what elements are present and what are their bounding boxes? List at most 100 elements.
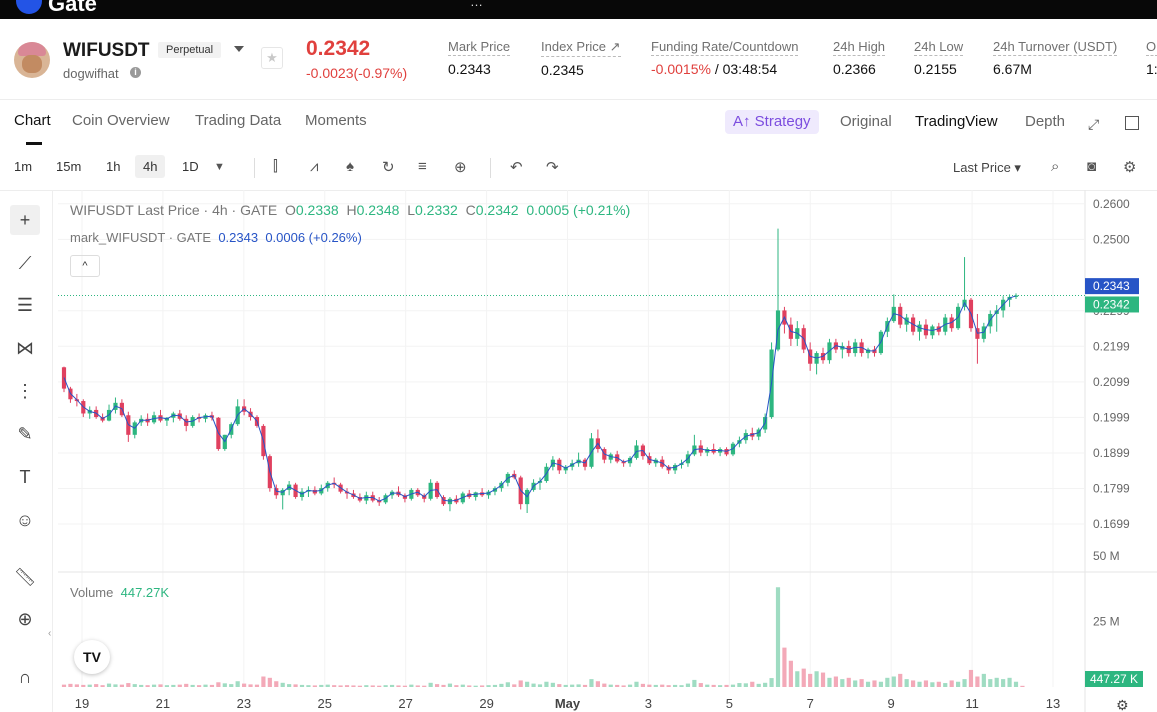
horizontal-lines-icon[interactable]: ☰ (16, 295, 34, 315)
stat-label[interactable]: 24h High (833, 39, 886, 56)
fib-icon[interactable]: ⋮ (16, 381, 34, 401)
camera-icon[interactable]: ◙ (1087, 158, 1097, 175)
undo-icon[interactable]: ↶ (510, 159, 523, 176)
volume-bar (505, 682, 510, 687)
volume-bar (782, 647, 787, 687)
tab-trading-data[interactable]: Trading Data (195, 112, 282, 129)
indicators-icon[interactable]: ⩘ (310, 158, 319, 175)
volume-bar (377, 685, 382, 687)
add-icon[interactable]: ⊕ (454, 159, 467, 176)
volume-bar (158, 684, 163, 687)
stat-value: 1: (1146, 61, 1157, 77)
symbol-name[interactable]: WIFUSDT (63, 40, 150, 61)
stat-label[interactable]: O (1146, 39, 1157, 56)
volume-bar (666, 685, 671, 687)
volume-bar (113, 684, 118, 687)
view-depth[interactable]: Depth (1025, 113, 1066, 130)
emoji-icon[interactable]: ☺ (15, 510, 35, 530)
timeframe-15m[interactable]: 15m (56, 159, 82, 174)
strategy-button[interactable]: A↑ Strategy (725, 110, 819, 134)
funding-rate-value: -0.0015% (651, 61, 711, 77)
volume-bar (801, 668, 806, 687)
volume-bar (434, 684, 440, 687)
timeframe-1h[interactable]: 1h (106, 159, 121, 174)
y-tick-label: 0.2600 (1093, 197, 1130, 211)
volume-bar (306, 685, 311, 687)
crosshair-icon[interactable]: + (10, 205, 40, 235)
price-source-select[interactable]: Last Price ▾ (953, 160, 1021, 175)
stat-label[interactable]: Index Price ↗ (541, 39, 621, 57)
stat-label[interactable]: Mark Price (448, 39, 511, 56)
alert-icon[interactable]: ♠ (346, 158, 354, 175)
coin-avatar (14, 42, 50, 78)
top-nav-links[interactable]: … (470, 0, 483, 9)
timeframe-dropdown-icon[interactable]: ▼ (214, 161, 225, 173)
volume-bar (936, 681, 941, 687)
price-chart[interactable]: 0.26000.25000.22990.21990.20990.19990.18… (58, 190, 1157, 712)
replay-icon[interactable]: ↻ (382, 159, 395, 176)
volume-label: Volume (70, 585, 114, 600)
view-original[interactable]: Original (840, 113, 892, 130)
volume-bar (196, 685, 202, 687)
expand-icon[interactable]: ⤢ (1088, 116, 1100, 132)
ruler-icon[interactable]: 📏︎ (13, 567, 37, 587)
info-icon[interactable]: i (130, 67, 141, 78)
brush-icon[interactable]: ✎ (17, 424, 33, 444)
stat-label[interactable]: Funding Rate/Countdown (651, 39, 799, 56)
search-icon[interactable]: ⌕ (1051, 158, 1060, 175)
brand-name[interactable]: Gate (48, 0, 97, 16)
volume-bar (537, 684, 543, 687)
tab-chart[interactable]: Chart (14, 112, 51, 129)
volume-bar (1013, 681, 1019, 687)
stat-label[interactable]: 24h Turnover (USDT) (993, 39, 1118, 56)
layout-icon[interactable]: ≡ (418, 158, 427, 175)
chart-tabs: Chart Coin Overview Trading Data Moments… (0, 100, 1157, 145)
tab-moments[interactable]: Moments (305, 112, 367, 129)
volume-tag (1085, 671, 1143, 687)
volume-bar (968, 669, 974, 687)
volume-bar (718, 685, 723, 687)
volume-bar (222, 683, 227, 687)
volume-bar (930, 682, 935, 687)
trend-line-icon[interactable]: ⟋ (18, 253, 32, 273)
symbol-dropdown-icon[interactable] (234, 46, 244, 52)
volume-bar (132, 684, 137, 687)
pattern-icon[interactable]: ⋈ (16, 338, 34, 358)
stat-value: 0.2155 (914, 61, 957, 77)
volume-bar (621, 685, 626, 687)
volume-bar (756, 683, 761, 687)
stat-label[interactable]: 24h Low (914, 39, 964, 56)
volume-bar (299, 684, 305, 687)
tab-coin-overview[interactable]: Coin Overview (72, 112, 170, 129)
price-change: -0.0023(-0.97%) (306, 65, 408, 81)
candle-type-icon[interactable]: ⫿ (273, 158, 278, 175)
settings-gear-icon[interactable]: ⚙ (1123, 159, 1137, 176)
volume-bar (242, 683, 247, 687)
favorite-star-icon[interactable]: ★ (261, 47, 283, 69)
volume-bar (872, 680, 877, 687)
tradingview-logo[interactable]: TV (74, 640, 110, 674)
timeframe-4h[interactable]: 4h (135, 155, 166, 178)
collapse-legend-icon[interactable]: ^ (70, 255, 100, 277)
volume-bar (100, 685, 105, 687)
text-icon[interactable]: T (19, 467, 31, 487)
volume-bar (956, 681, 961, 687)
volume-bar (814, 671, 819, 687)
volume-bar (975, 676, 980, 687)
zoom-in-icon[interactable]: ⊕ (17, 609, 33, 629)
volume-bar (402, 685, 408, 687)
volume-bar (589, 679, 594, 687)
ohlc-legend: WIFUSDT Last Price · 4h · GATE O0.2338 H… (70, 202, 630, 218)
gate-logo-icon[interactable] (16, 0, 42, 14)
window-icon[interactable] (1125, 116, 1139, 130)
collapse-toolbar-icon[interactable]: ‹ (48, 628, 52, 639)
view-tradingview[interactable]: TradingView (915, 113, 998, 130)
redo-icon[interactable]: ↷ (546, 159, 559, 176)
timeframe-1m[interactable]: 1m (14, 159, 33, 174)
timeframe-1d[interactable]: 1D (182, 159, 199, 174)
volume-bar (878, 681, 884, 687)
volume-bar (235, 681, 240, 687)
magnet-icon[interactable]: ∩ (18, 667, 32, 687)
volume-bar (139, 684, 144, 687)
stat-funding-rate: Funding Rate/Countdown -0.0015% / 03:48:… (651, 39, 799, 77)
